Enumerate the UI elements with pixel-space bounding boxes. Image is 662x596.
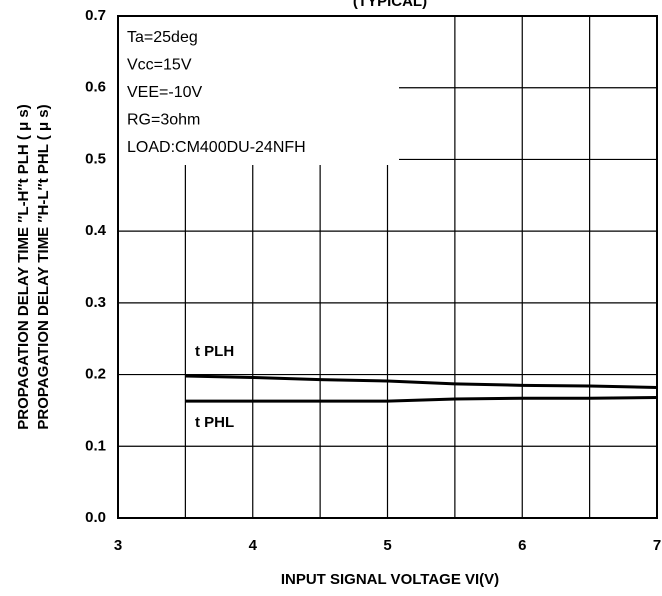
y-tick-label: 0.2 — [85, 366, 106, 383]
annotation: VEE=-10V — [127, 84, 202, 101]
y-tick-label: 0.7 — [85, 7, 106, 24]
series-line — [185, 396, 658, 403]
annotation: LOAD:CM400DU-24NFH — [127, 139, 306, 156]
series-line — [185, 374, 658, 389]
annotation: Ta=25deg — [127, 29, 198, 46]
y-tick-label: 0.5 — [85, 150, 106, 167]
series-label: t PHL — [195, 414, 234, 431]
x-tick-label: 5 — [383, 537, 391, 554]
y-tick-label: 0.1 — [85, 437, 106, 454]
annotation: RG=3ohm — [127, 112, 200, 129]
annotation-box — [119, 17, 399, 165]
y-axis-label: PROPAGATION DELAY TIME ″H-L″t PHL ( μ s) — [35, 104, 52, 429]
chart-title: (TYPICAL) — [353, 0, 427, 10]
x-axis-label: INPUT SIGNAL VOLTAGE VI(V) — [281, 571, 499, 588]
x-tick-label: 7 — [653, 537, 661, 554]
y-axis-label: PROPAGATION DELAY TIME ″L-H″t PLH ( μ s) — [15, 104, 32, 430]
x-tick-label: 3 — [114, 537, 122, 554]
y-tick-label: 0.3 — [85, 294, 106, 311]
y-tick-label: 0.4 — [85, 222, 107, 239]
series-label: t PLH — [195, 343, 234, 360]
x-tick-label: 4 — [249, 537, 258, 554]
x-tick-label: 6 — [518, 537, 526, 554]
plot-frame — [117, 15, 658, 519]
y-tick-label: 0.6 — [85, 79, 106, 96]
annotation: Vcc=15V — [127, 57, 192, 74]
y-tick-label: 0.0 — [85, 509, 106, 526]
